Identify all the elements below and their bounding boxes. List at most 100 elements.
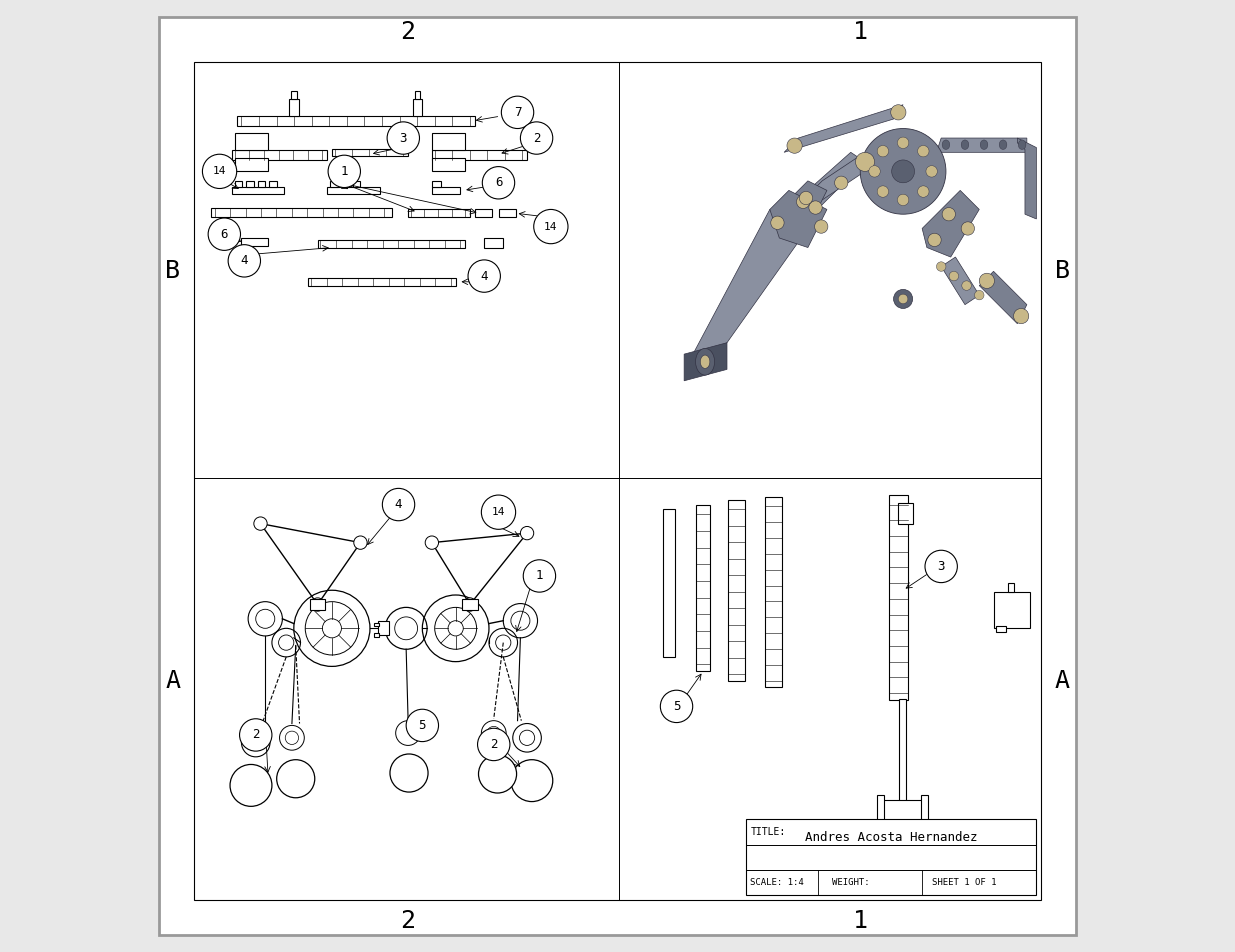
Polygon shape [979, 271, 1026, 324]
Circle shape [974, 290, 984, 300]
Circle shape [961, 222, 974, 235]
Circle shape [425, 536, 438, 549]
Text: 1: 1 [852, 908, 868, 933]
Circle shape [524, 560, 556, 592]
Polygon shape [769, 190, 827, 248]
Circle shape [661, 690, 693, 723]
Bar [232, 150, 327, 160]
Bar [921, 795, 927, 823]
Bar [378, 621, 389, 635]
Polygon shape [689, 209, 808, 362]
Circle shape [809, 201, 823, 214]
Text: 2: 2 [400, 20, 415, 45]
Text: A: A [1055, 668, 1070, 693]
Circle shape [482, 495, 516, 529]
Circle shape [228, 245, 261, 277]
Circle shape [927, 233, 941, 247]
Bar [374, 623, 379, 626]
Bar [211, 208, 391, 217]
Bar [317, 240, 466, 248]
Bar [882, 800, 923, 823]
Circle shape [511, 760, 553, 802]
Bar [415, 91, 420, 99]
Polygon shape [941, 257, 979, 305]
Polygon shape [684, 343, 727, 381]
Bar [432, 158, 466, 171]
Bar [764, 497, 782, 687]
Circle shape [979, 273, 994, 288]
Bar [889, 495, 908, 700]
Circle shape [203, 154, 237, 188]
Bar [997, 626, 1007, 632]
Text: 2: 2 [490, 738, 498, 751]
Ellipse shape [961, 140, 968, 149]
Ellipse shape [1019, 140, 1026, 149]
Circle shape [787, 138, 803, 153]
Text: B: B [165, 259, 180, 284]
Circle shape [856, 152, 874, 171]
Text: 6: 6 [221, 228, 228, 241]
Circle shape [918, 186, 929, 197]
Circle shape [877, 186, 889, 197]
Circle shape [936, 262, 946, 271]
Bar [353, 181, 361, 187]
Bar [993, 592, 1030, 628]
Circle shape [835, 176, 848, 189]
Bar [289, 99, 299, 116]
Circle shape [892, 160, 915, 183]
Circle shape [926, 166, 937, 177]
Circle shape [353, 536, 367, 549]
Bar [408, 209, 471, 217]
Bar [235, 181, 242, 187]
Polygon shape [923, 190, 979, 257]
Bar [499, 209, 516, 217]
Circle shape [771, 216, 784, 229]
Polygon shape [808, 152, 864, 219]
Circle shape [311, 598, 325, 611]
Text: 14: 14 [212, 167, 226, 176]
Ellipse shape [981, 140, 988, 149]
Text: 14: 14 [492, 507, 505, 517]
Circle shape [894, 289, 913, 308]
Polygon shape [813, 152, 864, 200]
Bar [330, 181, 337, 187]
Bar [695, 505, 710, 671]
Text: TITLE:: TITLE: [751, 827, 785, 837]
Circle shape [861, 129, 946, 214]
Text: 3: 3 [400, 131, 408, 145]
Bar [877, 795, 884, 823]
Circle shape [329, 155, 361, 188]
Text: 14: 14 [545, 222, 558, 231]
Bar [484, 238, 503, 248]
Text: 4: 4 [395, 498, 403, 511]
Bar [327, 187, 379, 194]
Circle shape [534, 209, 568, 244]
Circle shape [230, 764, 272, 806]
Text: Andres Acosta Hernandez: Andres Acosta Hernandez [805, 831, 977, 844]
Bar [242, 238, 268, 246]
Ellipse shape [695, 348, 715, 375]
Circle shape [478, 755, 516, 793]
Circle shape [877, 146, 889, 157]
Text: 2: 2 [532, 131, 541, 145]
Circle shape [483, 167, 515, 199]
Bar [235, 133, 268, 150]
Circle shape [950, 271, 958, 281]
Bar [663, 509, 674, 657]
Circle shape [240, 719, 272, 751]
Bar [269, 181, 277, 187]
Bar [899, 699, 906, 802]
Bar [341, 181, 350, 187]
Circle shape [869, 166, 881, 177]
Polygon shape [784, 105, 903, 152]
Text: SCALE: 1:4: SCALE: 1:4 [750, 878, 804, 887]
Circle shape [501, 96, 534, 129]
Bar [374, 633, 379, 637]
Text: SHEET 1 OF 1: SHEET 1 OF 1 [931, 878, 997, 887]
Text: 5: 5 [673, 700, 680, 713]
Text: 4: 4 [480, 269, 488, 283]
Bar [235, 158, 268, 171]
Bar [308, 278, 456, 286]
Circle shape [387, 122, 420, 154]
Text: 1: 1 [852, 20, 868, 45]
